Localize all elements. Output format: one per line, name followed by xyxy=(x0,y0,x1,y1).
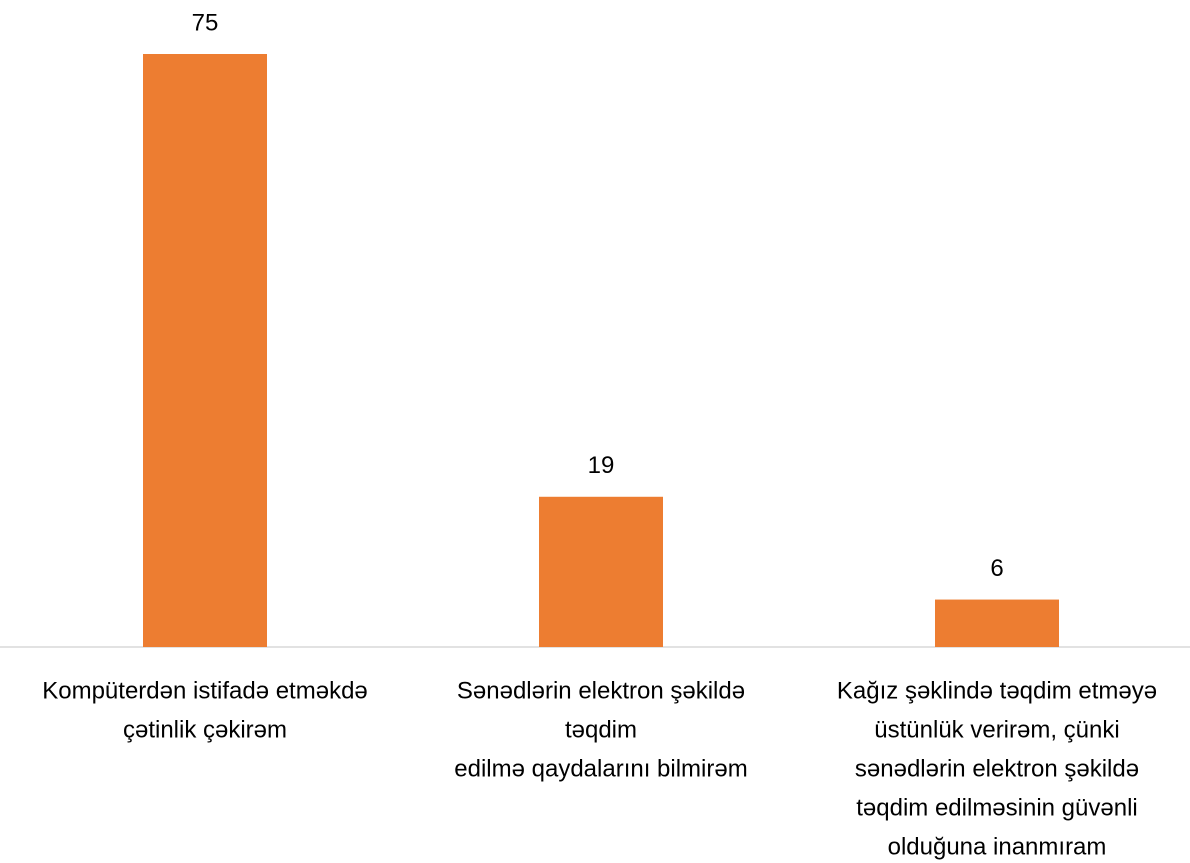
x-tick-label: üstünlük verirəm, çünki xyxy=(874,716,1119,743)
x-tick-label: Kompüterdən istifadə etməkdə xyxy=(42,677,368,704)
x-tick-label: Kağız şəklində təqdim etməyə xyxy=(837,677,1157,704)
value-label: 6 xyxy=(990,555,1003,582)
bar xyxy=(143,54,267,647)
bar xyxy=(539,496,663,647)
x-tick-label: Sənədlərin elektron şəkildə xyxy=(457,677,745,704)
value-label: 75 xyxy=(192,9,219,36)
x-tick-label: sənədlərin elektron şəkildə xyxy=(855,755,1139,782)
value-label: 19 xyxy=(588,452,615,479)
x-tick-label: təqdim xyxy=(565,716,637,743)
x-tick-label: olduğuna inanmıram xyxy=(888,833,1107,860)
x-tick-label: edilmə qaydalarını bilmirəm xyxy=(454,755,747,782)
x-tick-label: çətinlik çəkirəm xyxy=(123,716,287,743)
x-tick-label: təqdim edilməsinin güvənli xyxy=(856,794,1137,821)
bar xyxy=(935,599,1059,647)
